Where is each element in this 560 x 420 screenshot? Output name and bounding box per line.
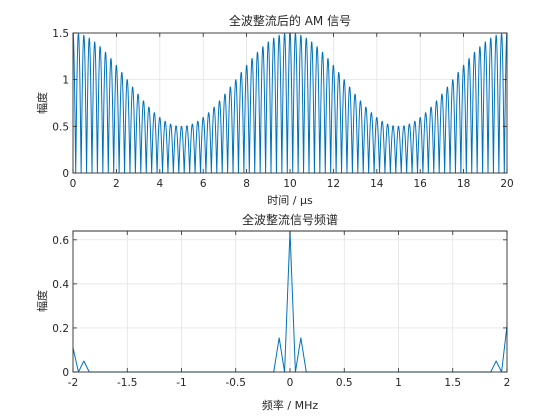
time-plot-xtick-label: 20 [500,178,513,190]
time-plot-ytick-label: 0 [62,168,69,180]
time-plot-xtick-label: 18 [457,178,470,190]
spectrum-plot-xlabel: 频率 / MHz [262,398,318,412]
time-plot-title: 全波整流后的 AM 信号 [229,13,351,28]
spectrum-plot-ylabel: 幅度 [35,290,49,312]
time-plot-xtick-label: 4 [156,178,163,190]
time-plot-xtick-label: 12 [327,178,340,190]
time-plot-ytick-label: 1.5 [52,28,69,40]
spectrum-plot-xtick-label: 1 [395,377,402,389]
spectrum-plot-ticks: -2 -1.5 -1 -0.5 0 0.5 1 1.5 2 0 0.2 0.4 0.6 [52,231,510,389]
time-plot-xlabel: 时间 / μs [267,194,313,207]
spectrum-plot-xtick-label: -1.5 [117,377,138,389]
spectrum-plot-ytick-label: 0.2 [52,323,69,335]
time-plot-ytick-label: 1 [62,75,69,87]
time-plot-ylabel: 幅度 [35,92,49,114]
spectrum-plot-title: 全波整流信号频谱 [242,212,338,227]
time-plot-xtick-label: 0 [70,178,77,190]
time-plot-xtick-label: 16 [414,178,428,190]
time-plot-ticks: 0 2 4 6 8 10 12 14 16 18 20 0 0.5 1 1.5 [52,28,513,190]
spectrum-plot-xtick-label: 0 [287,377,294,389]
spectrum-plot-ytick-label: 0.6 [52,235,69,247]
time-plot-xtick-label: 8 [243,178,250,190]
spectrum-plot-xtick-label: 2 [504,377,511,389]
time-plot-xtick-label: 10 [283,178,296,190]
time-plot-xtick-label: 2 [113,178,120,190]
spectrum-plot-ytick-label: 0 [62,367,69,379]
spectrum-plot-xtick-label: -2 [68,377,78,389]
spectrum-plot-xtick-label: -0.5 [226,377,247,389]
time-plot-xtick-label: 6 [200,178,207,190]
spectrum-plot: -2 -1.5 -1 -0.5 0 0.5 1 1.5 2 0 0.2 0.4 0.6 全波整流信号频谱… [35,212,510,412]
spectrum-plot-ytick-label: 0.4 [52,279,69,291]
spectrum-plot-xtick-label: -1 [176,377,186,389]
time-plot-xtick-label: 14 [370,178,384,190]
spectrum-plot-xtick-label: 0.5 [336,377,353,389]
time-domain-plot: 0 2 4 6 8 10 12 14 16 18 20 0 0.5 1 1.5 全波整流后的 AM 信号 时… [35,13,514,207]
spectrum-plot-xtick-label: 1.5 [444,377,461,389]
time-plot-ytick-label: 0.5 [52,121,69,133]
